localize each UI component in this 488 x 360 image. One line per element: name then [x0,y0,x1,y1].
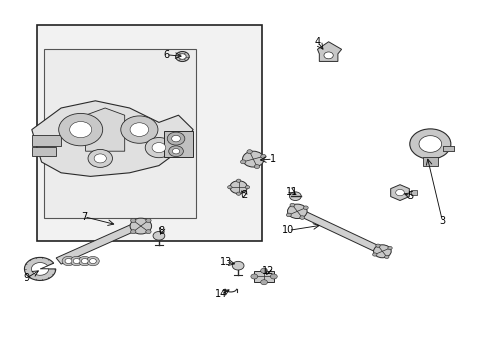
Bar [37,25,261,241]
Circle shape [260,268,267,273]
Circle shape [171,135,180,142]
Circle shape [270,274,277,279]
Circle shape [236,179,240,182]
Circle shape [65,258,72,264]
Circle shape [167,132,184,145]
Text: 7: 7 [81,212,87,222]
Circle shape [81,258,88,264]
Bar [442,145,453,151]
Text: 12: 12 [261,266,274,276]
Circle shape [236,192,240,195]
Circle shape [145,230,151,234]
Circle shape [172,149,180,154]
Circle shape [62,256,75,266]
Circle shape [242,151,264,167]
Wedge shape [24,257,56,280]
Circle shape [229,181,247,194]
Circle shape [227,186,231,189]
Text: 10: 10 [282,225,294,235]
Polygon shape [32,101,193,176]
Circle shape [254,165,259,168]
Text: 3: 3 [439,216,445,226]
Circle shape [168,146,183,157]
Circle shape [260,154,265,158]
Circle shape [153,231,164,240]
Text: 13: 13 [219,257,232,267]
Polygon shape [32,147,56,156]
Circle shape [130,123,148,136]
Circle shape [94,154,106,163]
Circle shape [373,245,390,258]
Circle shape [145,219,151,222]
Wedge shape [409,129,450,159]
Circle shape [121,116,158,143]
Circle shape [303,206,307,210]
Circle shape [178,54,186,59]
Text: 2: 2 [241,190,247,200]
Circle shape [152,143,165,153]
Polygon shape [390,185,408,201]
Bar [254,271,273,282]
Circle shape [130,230,136,234]
Circle shape [89,258,96,264]
Bar [163,131,193,157]
Circle shape [130,218,151,234]
Circle shape [260,280,267,285]
Circle shape [232,261,244,270]
Circle shape [130,219,136,222]
Text: 6: 6 [163,50,169,60]
Polygon shape [56,222,142,264]
Circle shape [384,255,388,258]
Circle shape [244,186,249,189]
Circle shape [86,256,99,266]
Bar [410,190,416,195]
Circle shape [78,256,91,266]
Text: 14: 14 [214,289,227,300]
Circle shape [375,244,380,247]
Wedge shape [418,136,441,152]
Circle shape [69,122,91,138]
Circle shape [88,149,112,167]
Polygon shape [317,42,341,62]
Text: 4: 4 [314,37,320,47]
Bar [422,157,437,166]
Circle shape [289,192,301,201]
Circle shape [73,258,80,264]
Circle shape [387,246,391,250]
Polygon shape [293,208,386,255]
Circle shape [395,189,404,196]
Circle shape [287,204,306,219]
Bar [44,49,195,218]
Polygon shape [32,135,61,146]
Text: 8: 8 [158,226,164,236]
Text: 5: 5 [407,191,413,201]
Bar [442,145,453,151]
Text: 1: 1 [269,154,275,164]
Circle shape [246,150,252,154]
Circle shape [59,113,102,146]
Circle shape [175,51,189,62]
Circle shape [299,216,304,219]
Circle shape [70,256,83,266]
Circle shape [250,274,257,279]
Text: 11: 11 [285,186,298,197]
Wedge shape [31,262,49,275]
Circle shape [286,213,291,217]
Circle shape [323,52,333,59]
Circle shape [240,160,245,164]
Circle shape [372,253,376,256]
Circle shape [145,138,172,158]
Text: 9: 9 [24,273,30,283]
Polygon shape [85,108,124,151]
Circle shape [289,203,294,207]
